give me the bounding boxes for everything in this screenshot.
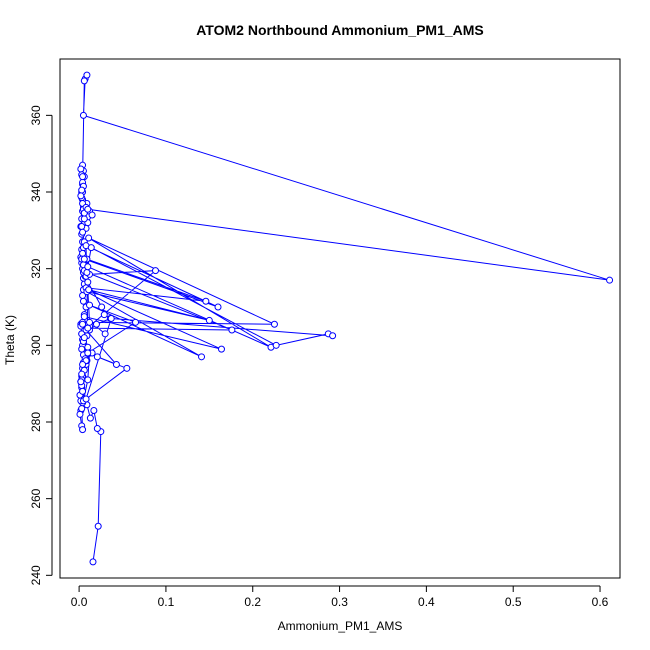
data-point [100, 311, 108, 319]
data-point [79, 387, 87, 395]
data-point [84, 263, 92, 271]
data-point [77, 165, 85, 173]
data-point [86, 414, 94, 422]
data-point [88, 211, 96, 219]
data-point [79, 320, 87, 328]
data-point [84, 205, 92, 213]
data-point [78, 405, 86, 413]
data-point [85, 234, 93, 242]
y-tick-label: 260 [29, 488, 43, 508]
data-point [79, 249, 87, 257]
x-tick-label: 0.3 [331, 595, 348, 609]
data-point [107, 315, 115, 322]
x-tick-label: 0.4 [418, 595, 435, 609]
chart-title: ATOM2 Northbound Ammonium_PM1_AMS [196, 22, 484, 38]
data-point [98, 303, 106, 311]
data-point [79, 361, 87, 368]
data-point [84, 343, 92, 351]
data-point [82, 395, 90, 403]
data-point [79, 111, 87, 119]
data-point [90, 406, 98, 414]
data-point [606, 276, 614, 284]
series-points [76, 71, 614, 566]
data-point [205, 316, 213, 324]
data-point [83, 269, 91, 276]
data-point [80, 215, 88, 223]
data-point [83, 71, 91, 79]
data-point [93, 425, 101, 433]
x-axis: 0.0 0.1 0.2 0.3 0.4 0.5 0.6 [71, 585, 609, 609]
data-point [77, 192, 85, 200]
data-point [84, 324, 92, 332]
data-point [78, 345, 86, 353]
y-tick-label: 240 [29, 565, 43, 585]
data-point [87, 244, 95, 252]
y-axis-label: Theta (K) [3, 315, 17, 365]
data-point [77, 378, 85, 386]
x-tick-label: 0.1 [158, 595, 175, 609]
data-point [79, 297, 87, 305]
data-point [132, 318, 140, 326]
data-point [84, 376, 92, 384]
y-axis: 240 260 280 300 320 340 360 [29, 105, 53, 585]
data-point [112, 361, 120, 368]
data-point [86, 318, 94, 326]
data-point [80, 313, 88, 321]
x-tick-label: 0.5 [505, 595, 522, 609]
y-tick-label: 360 [29, 105, 43, 125]
data-point [78, 186, 86, 194]
data-point [78, 223, 86, 231]
y-tick-label: 320 [29, 258, 43, 278]
plot-border [59, 58, 621, 579]
data-point [198, 353, 206, 361]
data-point [94, 522, 102, 530]
data-point [329, 332, 337, 340]
x-tick-label: 0.2 [244, 595, 261, 609]
data-point [85, 286, 93, 294]
x-tick-label: 0.6 [592, 595, 609, 609]
data-point [84, 349, 92, 357]
data-point [228, 326, 236, 334]
y-tick-label: 280 [29, 412, 43, 432]
data-point [270, 320, 278, 328]
data-point [76, 410, 84, 418]
data-point [80, 334, 88, 342]
data-point [80, 77, 88, 85]
data-point [101, 330, 109, 338]
data-point [80, 255, 88, 263]
data-point [84, 278, 92, 286]
data-point [89, 558, 97, 566]
data-point [79, 228, 87, 236]
data-point [214, 303, 222, 311]
data-point [152, 267, 159, 275]
data-point [272, 341, 280, 349]
data-point [217, 345, 225, 353]
data-point [79, 426, 87, 434]
data-point [93, 353, 101, 361]
data-point [123, 364, 131, 372]
data-point [78, 370, 86, 378]
y-tick-label: 300 [29, 335, 43, 355]
data-point [79, 173, 87, 181]
data-point [86, 301, 94, 309]
x-tick-label: 0.0 [71, 595, 88, 609]
x-axis-label: Ammonium_PM1_AMS [278, 619, 403, 633]
plot-area: 0.0 0.1 0.2 0.3 0.4 0.5 0.6 240 260 280 300 320 340… [29, 58, 621, 609]
data-point [202, 297, 210, 305]
y-tick-label: 340 [29, 182, 43, 202]
data-point [92, 320, 100, 328]
